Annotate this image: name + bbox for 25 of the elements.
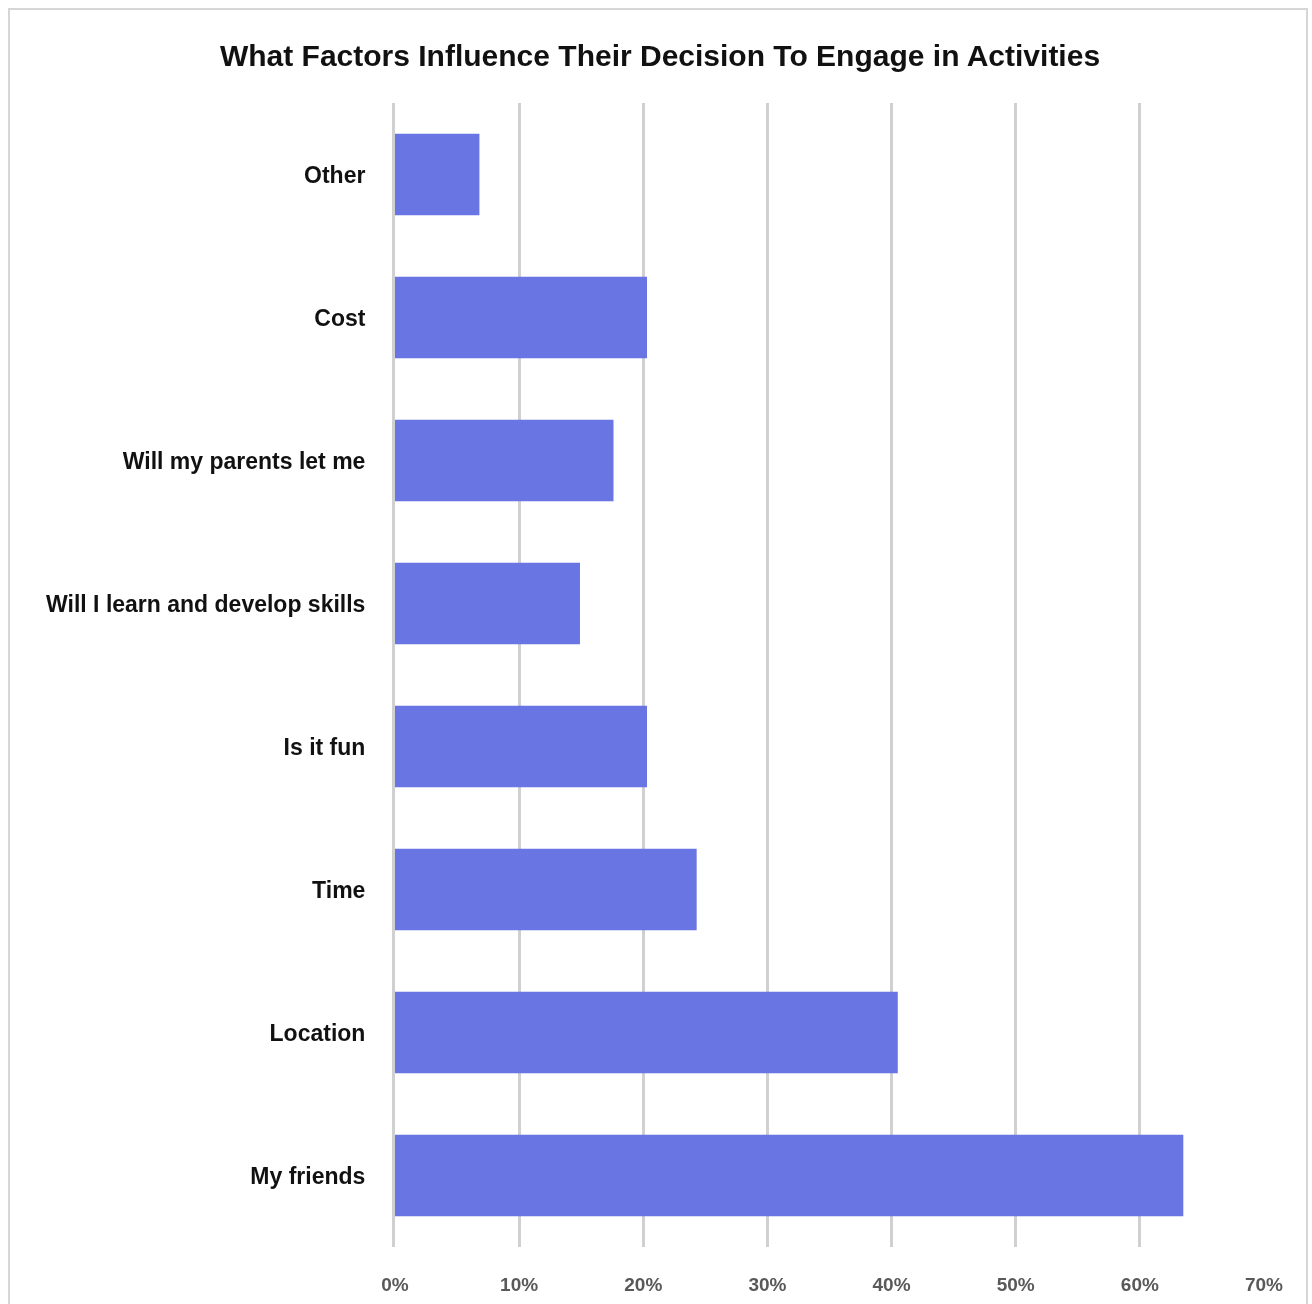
y-tick-label: Cost — [314, 304, 366, 331]
x-tick-label: 50% — [996, 1274, 1035, 1295]
bar — [395, 705, 648, 788]
bar — [395, 133, 480, 216]
y-tick-label: Time — [312, 876, 366, 903]
y-tick-label: Will my parents let me — [122, 447, 366, 474]
y-tick-label: Will I learn and develop skills — [46, 590, 366, 617]
x-tick-label: 30% — [748, 1274, 787, 1295]
x-tick-label: 40% — [872, 1274, 911, 1295]
x-tick-label: 0% — [381, 1274, 409, 1295]
bar — [395, 562, 580, 645]
x-tick-label: 70% — [1244, 1274, 1284, 1295]
y-tick-label: My friends — [250, 1162, 366, 1189]
x-tick-label: 60% — [1120, 1274, 1159, 1295]
x-tick-label: 20% — [624, 1274, 663, 1295]
bar — [395, 1134, 1184, 1217]
bar — [395, 276, 648, 359]
y-tick-label: Other — [304, 161, 366, 188]
bar — [395, 419, 614, 502]
y-tick-label: Location — [269, 1019, 366, 1046]
chart-title: What Factors Influence Their Decision To Engage in Activities — [219, 38, 1101, 72]
x-tick-label: 10% — [500, 1274, 539, 1295]
bar — [395, 848, 697, 931]
bar — [395, 991, 898, 1074]
y-tick-label: Is it fun — [283, 733, 366, 760]
